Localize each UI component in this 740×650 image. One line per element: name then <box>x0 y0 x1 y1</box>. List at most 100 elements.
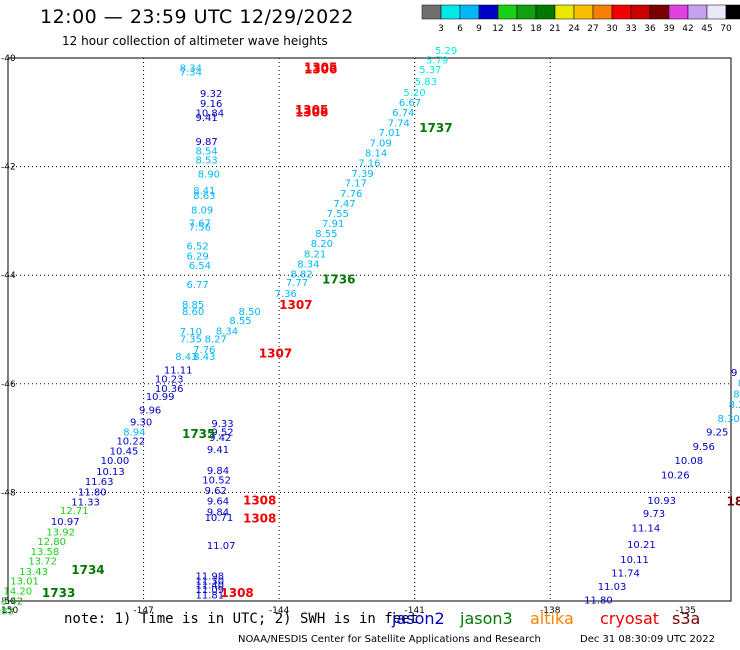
swh-value-label: 10.13 <box>96 467 125 478</box>
swh-value-label: 6.74 <box>392 108 414 119</box>
scale-label: 30 <box>606 24 618 34</box>
swh-value-label: 8.55 <box>315 229 337 240</box>
swh-value-label: 10.21 <box>627 540 656 551</box>
swh-value-label: 8.53 <box>196 155 218 166</box>
swh-value-label: 9.62 <box>205 486 227 497</box>
swh-value-label: 8.43 <box>193 352 215 363</box>
scale-label: 33 <box>625 24 636 34</box>
scale-label: 42 <box>682 24 693 34</box>
swh-value-label: 10.08 <box>675 456 704 467</box>
swh-value-label: 7.76 <box>193 345 215 356</box>
legend-s3a: s3a <box>672 609 701 628</box>
swh-value-label: 8.27 <box>205 335 227 346</box>
swh-value-label: 11.80 <box>78 488 107 499</box>
swh-value-label: 7.34 <box>180 67 202 78</box>
swh-value-label: 11.11 <box>164 365 193 376</box>
swh-value-label: 7.35 <box>180 335 202 346</box>
swh-value-label: 5.29 <box>435 46 457 57</box>
swh-value-label: 7.39 <box>351 169 373 180</box>
swh-value-label: 9.42 <box>209 433 231 444</box>
footer-timestamp: Dec 31 08:30:09 UTC 2022 <box>580 634 715 645</box>
plot-frame <box>7 57 732 602</box>
scale-label: 9 <box>476 24 482 34</box>
footer-credit: NOAA/NESDIS Center for Satellite Applica… <box>238 634 541 645</box>
legend-jason3: jason3 <box>460 609 513 628</box>
swh-value-label: 10.84 <box>196 109 225 120</box>
swh-value-label: 7.55 <box>327 209 349 220</box>
swh-value-label: 7.76 <box>340 189 362 200</box>
swh-value-label: 7.16 <box>358 159 380 170</box>
page-subtitle: 12 hour collection of altimeter wave hei… <box>62 34 328 48</box>
swh-value-label: 10.71 <box>205 513 234 524</box>
swh-value-label: 11.74 <box>611 569 640 580</box>
y-tick-label: -40 <box>1 54 16 64</box>
swh-value-label: 7.67 <box>189 218 211 229</box>
swh-value-label: 9.96 <box>139 406 161 417</box>
swh-value-label: 8.30 <box>717 414 739 425</box>
legend-cryosat: cryosat <box>600 609 660 628</box>
swh-value-label: 11.03 <box>598 582 627 593</box>
scale-label: 15 <box>511 24 522 34</box>
y-tick-label: -44 <box>1 271 16 281</box>
swh-value-label: 8.41 <box>193 186 215 197</box>
swh-value-label: 5.79 <box>426 55 448 66</box>
swh-value-label: 9 <box>731 368 737 379</box>
swh-value-label: 9.73 <box>643 509 665 520</box>
swh-value-label: 9.41 <box>196 113 218 124</box>
x-tick-label: -138 <box>540 606 561 616</box>
swh-value-label: 11.81 <box>196 590 225 601</box>
swh-value-label: 8.55 <box>229 316 251 327</box>
swh-value-label: 7.10 <box>180 327 202 338</box>
swh-value-label: 6.29 <box>186 251 208 262</box>
swh-value-label: 13.58 <box>31 547 60 558</box>
swh-value-label: 14.83 <box>0 607 14 618</box>
swh-value-label: 11.40 <box>196 581 225 592</box>
swh-value-label: 13.43 <box>19 567 48 578</box>
swh-value-label: 11.80 <box>584 596 613 607</box>
pass-time-label: 1307 <box>259 347 292 361</box>
swh-value-label: 9.84 <box>207 466 229 477</box>
swh-value-label: 9.87 <box>196 137 218 148</box>
scale-swatch <box>725 4 740 20</box>
pass-time-label: 1737 <box>419 121 452 135</box>
x-tick-label: -150 <box>0 606 18 616</box>
scale-label: 24 <box>568 24 580 34</box>
swh-value-label: 8.43 <box>175 352 197 363</box>
y-tick-label: -46 <box>1 380 16 390</box>
swh-value-label: 7.74 <box>388 118 410 129</box>
swh-value-label: 6.67 <box>399 98 421 109</box>
swh-value-label: 10.23 <box>155 375 184 386</box>
swh-value-label: 7.91 <box>322 219 344 230</box>
swh-value-label: 8.09 <box>191 205 213 216</box>
pass-time-label: 1308 <box>243 511 276 525</box>
x-tick-label: -135 <box>676 606 696 616</box>
x-tick-label: -141 <box>404 606 424 616</box>
swh-value-label: 13.92 <box>46 527 75 538</box>
swh-value-label: 7.01 <box>379 128 401 139</box>
swh-value-label: 8.60 <box>182 307 204 318</box>
swh-value-label: 10.52 <box>202 476 231 487</box>
swh-value-label: 9.56 <box>693 442 715 453</box>
swh-value-label: 10.22 <box>116 437 145 448</box>
swh-value-label: 8 <box>738 379 740 390</box>
swh-value-label: 8.1 <box>733 389 740 400</box>
swh-value-label: 12.71 <box>60 506 89 517</box>
swh-value-label: 11.30 <box>196 577 225 588</box>
pass-time-label: 1306 <box>295 106 328 120</box>
pass-time-label: 1736 <box>322 272 355 286</box>
swh-value-label: 11.07 <box>207 541 236 552</box>
y-tick-label: -42 <box>1 163 16 173</box>
swh-value-label: 10.97 <box>51 517 80 528</box>
swh-value-label: 5.37 <box>419 65 441 76</box>
swh-value-label: 11.09 <box>196 585 225 596</box>
swh-value-label: 10.11 <box>620 555 649 566</box>
swh-value-label: 8.26 <box>729 400 740 411</box>
swh-value-label: 13.01 <box>10 577 39 588</box>
pass-time-label: 1733 <box>42 586 75 600</box>
scale-label: 6 <box>457 24 463 34</box>
swh-value-label: 13.72 <box>28 557 57 568</box>
swh-value-label: 10.00 <box>101 456 130 467</box>
swh-value-label: 11.14 <box>632 523 661 534</box>
